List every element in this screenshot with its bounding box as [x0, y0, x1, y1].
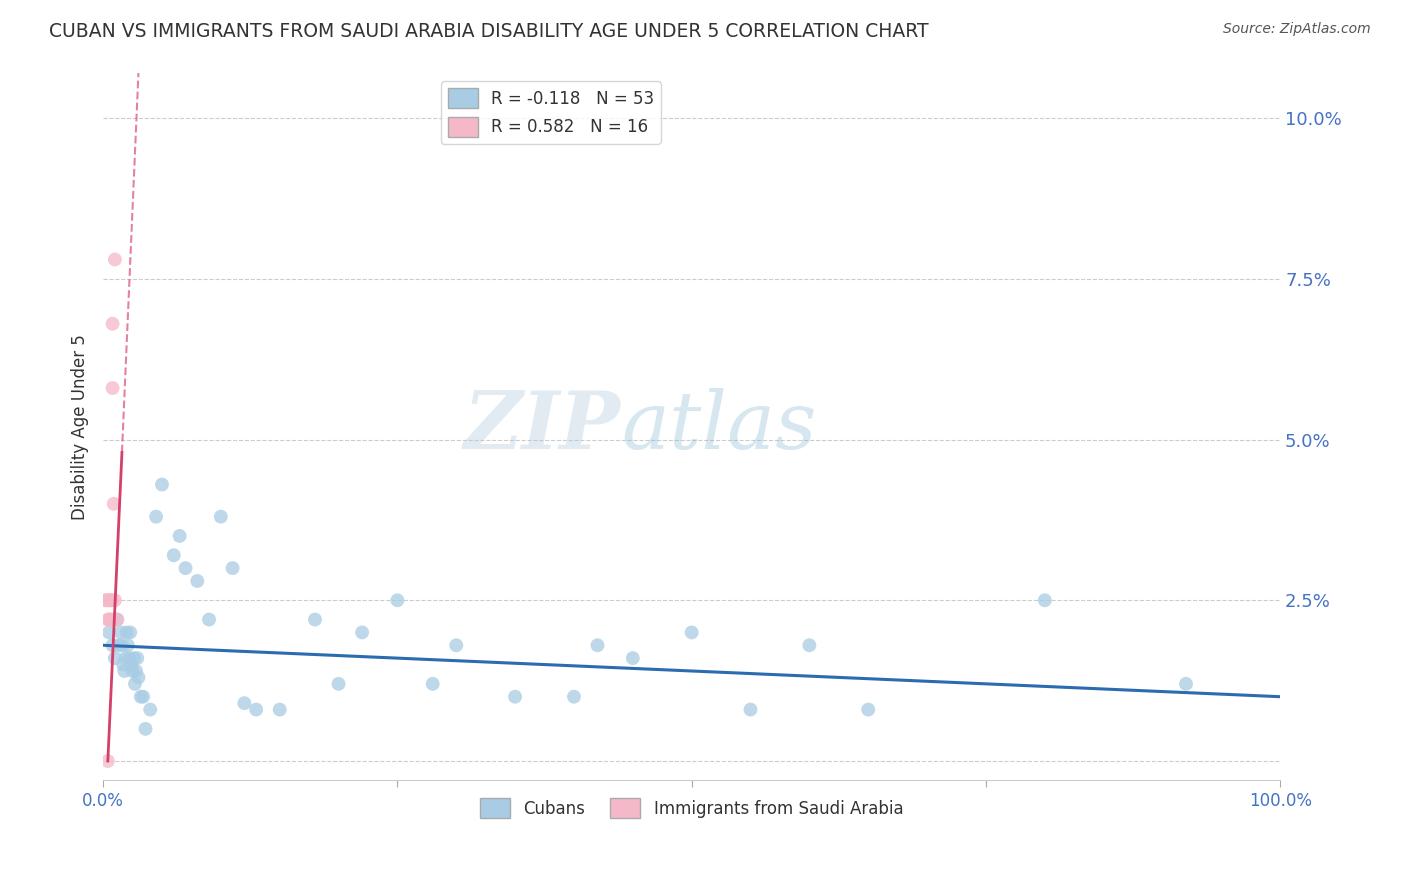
Point — [387, 593, 409, 607]
Point — [174, 561, 197, 575]
Point — [98, 613, 121, 627]
Point — [98, 625, 121, 640]
Point — [101, 638, 124, 652]
Point — [139, 702, 162, 716]
Point — [127, 670, 149, 684]
Point — [104, 252, 127, 267]
Point — [352, 625, 374, 640]
Point — [129, 690, 152, 704]
Point — [101, 317, 124, 331]
Point — [422, 677, 444, 691]
Point — [127, 651, 149, 665]
Point — [112, 664, 135, 678]
Point — [169, 529, 191, 543]
Point — [97, 613, 120, 627]
Point — [304, 613, 326, 627]
Point — [586, 638, 609, 652]
Point — [233, 696, 256, 710]
Point — [1033, 593, 1056, 607]
Point — [124, 677, 146, 691]
Point — [163, 548, 186, 562]
Point — [269, 702, 291, 716]
Text: ZIP: ZIP — [464, 388, 621, 466]
Point — [97, 754, 120, 768]
Point — [740, 702, 762, 716]
Point — [98, 593, 121, 607]
Point — [98, 593, 121, 607]
Point — [221, 561, 243, 575]
Point — [245, 702, 267, 716]
Point — [198, 613, 221, 627]
Point — [104, 593, 127, 607]
Point — [103, 497, 125, 511]
Point — [115, 625, 138, 640]
Point — [96, 593, 118, 607]
Point — [117, 638, 139, 652]
Legend: Cubans, Immigrants from Saudi Arabia: Cubans, Immigrants from Saudi Arabia — [474, 791, 910, 825]
Point — [134, 722, 156, 736]
Point — [125, 664, 148, 678]
Point — [98, 613, 121, 627]
Point — [150, 477, 173, 491]
Point — [121, 664, 143, 678]
Point — [328, 677, 350, 691]
Point — [110, 625, 132, 640]
Point — [107, 638, 129, 652]
Point — [120, 625, 142, 640]
Point — [100, 613, 122, 627]
Point — [114, 651, 136, 665]
Point — [621, 651, 644, 665]
Point — [105, 613, 128, 627]
Point — [132, 690, 155, 704]
Point — [562, 690, 585, 704]
Point — [118, 651, 141, 665]
Point — [105, 613, 128, 627]
Point — [503, 690, 526, 704]
Point — [799, 638, 821, 652]
Text: atlas: atlas — [621, 388, 817, 466]
Point — [1175, 677, 1198, 691]
Point — [681, 625, 703, 640]
Point — [122, 651, 145, 665]
Point — [111, 638, 134, 652]
Point — [186, 574, 208, 588]
Point — [112, 657, 135, 672]
Point — [444, 638, 467, 652]
Point — [94, 593, 117, 607]
Point — [858, 702, 880, 716]
Point — [145, 509, 167, 524]
Text: CUBAN VS IMMIGRANTS FROM SAUDI ARABIA DISABILITY AGE UNDER 5 CORRELATION CHART: CUBAN VS IMMIGRANTS FROM SAUDI ARABIA DI… — [49, 22, 929, 41]
Y-axis label: Disability Age Under 5: Disability Age Under 5 — [72, 334, 89, 519]
Point — [100, 593, 122, 607]
Point — [101, 381, 124, 395]
Point — [120, 657, 142, 672]
Point — [104, 651, 127, 665]
Text: Source: ZipAtlas.com: Source: ZipAtlas.com — [1223, 22, 1371, 37]
Point — [209, 509, 232, 524]
